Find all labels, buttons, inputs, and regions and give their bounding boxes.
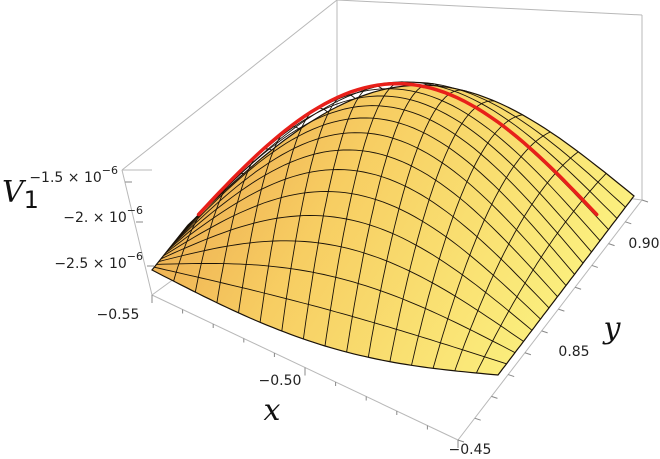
z-tick-label-2: −2. × 10−6 xyxy=(63,204,143,226)
x-axis-label: x xyxy=(264,393,281,428)
y-tick-1 xyxy=(474,417,481,421)
y-tick-8 xyxy=(591,264,598,268)
mesh-line-v-11 xyxy=(163,191,541,320)
y-tick-4 xyxy=(524,352,532,356)
y-tick-9 xyxy=(608,243,615,247)
mesh-line-u-14 xyxy=(454,151,579,372)
mesh-line-v-15 xyxy=(154,266,507,365)
mesh-line-u-13 xyxy=(432,131,551,369)
mesh-line-v-12 xyxy=(160,215,533,331)
y-tick-3 xyxy=(508,374,515,378)
mesh-line-u-15 xyxy=(475,173,607,374)
y-axis-label: y xyxy=(602,311,622,346)
y-tick-5 xyxy=(541,330,548,334)
ridge-curve xyxy=(196,81,599,217)
y-tick-7 xyxy=(574,286,582,290)
z-tick-label-3: −2.5 × 10−6 xyxy=(54,250,143,272)
y-tick-label-1: 0.85 xyxy=(558,344,589,360)
y-tick-10 xyxy=(625,221,632,225)
x-tick-label-1: −0.55 xyxy=(97,307,140,323)
x-tick-label-3: −0.45 xyxy=(449,442,492,458)
z-axis-label: V1 xyxy=(2,175,39,214)
y-tick-2 xyxy=(491,395,498,399)
mesh-line-v-14 xyxy=(156,262,516,353)
surface xyxy=(151,81,635,376)
mesh-line-v-13 xyxy=(158,240,524,342)
mesh-line-v-8 xyxy=(169,132,567,286)
z-tick-label-1: −1.5 × 10−6 xyxy=(29,164,118,186)
tick-marks xyxy=(125,181,649,448)
y-tick-label-2: 0.90 xyxy=(628,236,659,252)
mesh-line-v-9 xyxy=(167,149,558,298)
surface-fill xyxy=(151,84,635,376)
mesh-line-v-10 xyxy=(165,169,550,309)
y-tick-0 xyxy=(457,439,465,443)
y-tick-11 xyxy=(641,199,649,203)
mesh-line-u-12 xyxy=(411,114,523,366)
y-tick-6 xyxy=(558,308,565,312)
x-tick-label-2: −0.50 xyxy=(259,373,302,389)
